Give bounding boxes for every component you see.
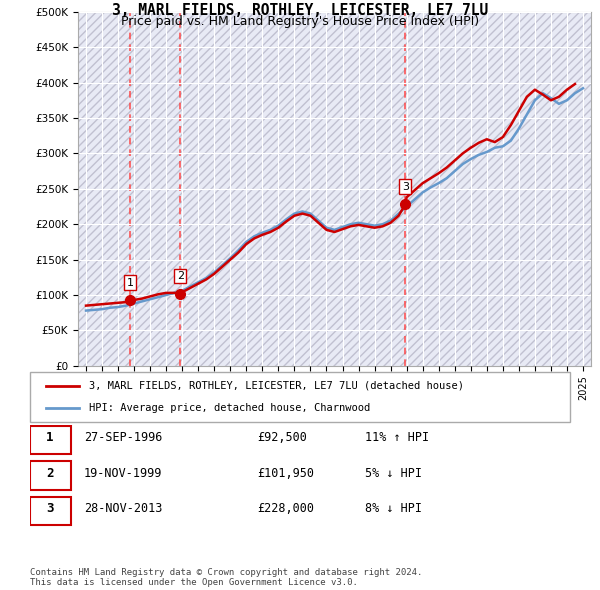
Text: 11% ↑ HPI: 11% ↑ HPI — [365, 431, 429, 444]
Text: 28-NOV-2013: 28-NOV-2013 — [84, 502, 163, 515]
Text: Price paid vs. HM Land Registry's House Price Index (HPI): Price paid vs. HM Land Registry's House … — [121, 15, 479, 28]
Text: Contains HM Land Registry data © Crown copyright and database right 2024.
This d: Contains HM Land Registry data © Crown c… — [30, 568, 422, 587]
Text: 19-NOV-1999: 19-NOV-1999 — [84, 467, 163, 480]
FancyBboxPatch shape — [30, 426, 71, 454]
Text: 3, MARL FIELDS, ROTHLEY, LEICESTER, LE7 7LU (detached house): 3, MARL FIELDS, ROTHLEY, LEICESTER, LE7 … — [89, 381, 464, 391]
Text: £101,950: £101,950 — [257, 467, 314, 480]
FancyBboxPatch shape — [30, 372, 570, 422]
Text: HPI: Average price, detached house, Charnwood: HPI: Average price, detached house, Char… — [89, 403, 371, 413]
Text: 5% ↓ HPI: 5% ↓ HPI — [365, 467, 422, 480]
Text: 27-SEP-1996: 27-SEP-1996 — [84, 431, 163, 444]
FancyBboxPatch shape — [30, 497, 71, 525]
Text: 8% ↓ HPI: 8% ↓ HPI — [365, 502, 422, 515]
Text: 3, MARL FIELDS, ROTHLEY, LEICESTER, LE7 7LU: 3, MARL FIELDS, ROTHLEY, LEICESTER, LE7 … — [112, 3, 488, 18]
Text: £92,500: £92,500 — [257, 431, 307, 444]
Text: 3: 3 — [401, 182, 409, 192]
Text: £228,000: £228,000 — [257, 502, 314, 515]
Text: 2: 2 — [177, 271, 184, 281]
FancyBboxPatch shape — [30, 461, 71, 490]
Text: 3: 3 — [46, 502, 54, 515]
Text: 2: 2 — [46, 467, 54, 480]
Text: 1: 1 — [46, 431, 54, 444]
Text: 1: 1 — [127, 277, 134, 287]
